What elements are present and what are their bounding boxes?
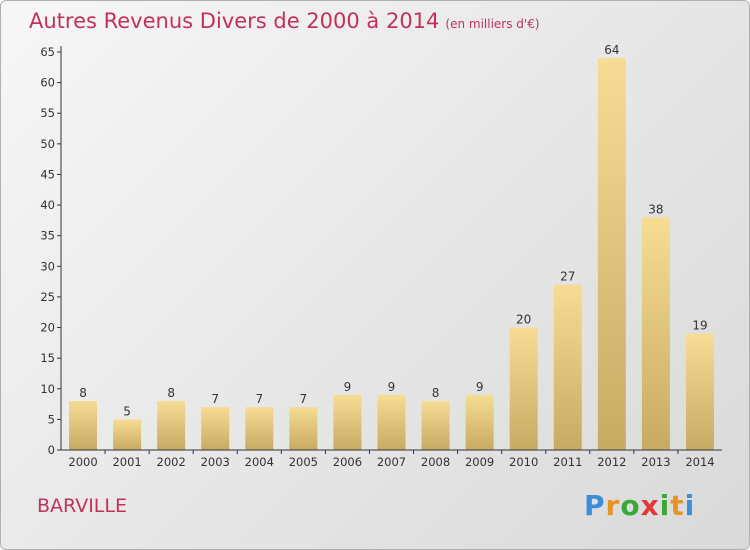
bar-value-label: 19 [692, 319, 707, 333]
x-tick-label: 2010 [509, 455, 538, 469]
x-tick-label: 2013 [641, 455, 670, 469]
y-tick-label: 40 [40, 198, 55, 212]
bar-value-label: 9 [388, 380, 396, 394]
bar-value-label: 38 [648, 202, 663, 216]
bar-value-label: 20 [516, 313, 531, 327]
bar-value-label: 7 [255, 392, 263, 406]
x-tick-label: 2012 [597, 455, 626, 469]
bar [597, 58, 626, 450]
bar-value-label: 64 [604, 43, 619, 57]
bars: 8 5 8 7 7 7 9 9 8 9 20 27 64 38 19 [69, 43, 714, 450]
y-tick-label: 55 [40, 106, 55, 120]
chart-unit: (en milliers d'€) [445, 17, 540, 31]
x-tick-label: 2009 [465, 455, 494, 469]
bar [69, 401, 98, 450]
bar-value-label: 9 [344, 380, 352, 394]
bar [201, 407, 230, 450]
bar-value-label: 9 [476, 380, 484, 394]
logo-letter: r [605, 489, 621, 522]
bar-value-label: 8 [432, 386, 440, 400]
y-tick-label: 30 [40, 259, 55, 273]
y-tick-label: 20 [40, 321, 55, 335]
logo-letter: i [684, 489, 696, 522]
logo-letter: x [640, 489, 660, 522]
logo-letter: t [670, 489, 685, 522]
proxiti-logo[interactable]: Proxiti [584, 489, 695, 522]
bar-value-label: 27 [560, 270, 575, 284]
y-tick-label: 10 [40, 382, 55, 396]
bar [157, 401, 186, 450]
bar [245, 407, 274, 450]
x-tick-label: 2007 [377, 455, 406, 469]
y-tick-label: 25 [40, 290, 55, 304]
x-tick-label: 2006 [333, 455, 362, 469]
x-tick-label: 2004 [245, 455, 274, 469]
y-tick-label: 5 [48, 412, 55, 426]
x-tick-label: 2002 [157, 455, 186, 469]
bar-value-label: 7 [300, 392, 308, 406]
x-tick-label: 2011 [553, 455, 582, 469]
bar [641, 217, 670, 450]
y-tick-label: 65 [40, 45, 55, 59]
y-tick-label: 35 [40, 229, 55, 243]
x-tick-label: 2000 [68, 455, 97, 469]
bar-value-label: 7 [211, 392, 219, 406]
bar-value-label: 8 [79, 386, 87, 400]
x-tick-label: 2001 [112, 455, 141, 469]
x-axis: 2000 2001 2002 2003 2004 2005 2006 2007 2008 2009… [61, 449, 722, 469]
y-tick-label: 15 [40, 351, 55, 365]
y-axis: 0 5 10 15 20 25 30 35 40 45 50 55 60 65 [40, 45, 62, 457]
x-tick-label: 2008 [421, 455, 450, 469]
chart-title: Autres Revenus Divers de 2000 à 2014 (en … [29, 9, 540, 33]
bar [421, 401, 450, 450]
bar [377, 394, 406, 450]
y-tick-label: 50 [40, 137, 55, 151]
bar [553, 284, 582, 450]
y-tick-label: 0 [48, 443, 55, 457]
bar [113, 419, 142, 450]
y-tick-label: 60 [40, 76, 55, 90]
chart-title-text: Autres Revenus Divers de 2000 à 2014 [29, 9, 440, 33]
y-tick-label: 45 [40, 167, 55, 181]
x-tick-label: 2014 [685, 455, 714, 469]
bar [333, 394, 362, 450]
bar [465, 394, 494, 450]
logo-letter: i [659, 489, 671, 522]
logo-letter: P [584, 489, 606, 522]
x-tick-label: 2005 [289, 455, 318, 469]
bar [685, 333, 714, 450]
logo-letter: o [620, 489, 641, 522]
commune-name: BARVILLE [37, 495, 127, 517]
bar-value-label: 5 [123, 404, 131, 418]
bar [509, 327, 538, 450]
bar-value-label: 8 [167, 386, 175, 400]
bar [289, 407, 318, 450]
x-tick-label: 2003 [201, 455, 230, 469]
